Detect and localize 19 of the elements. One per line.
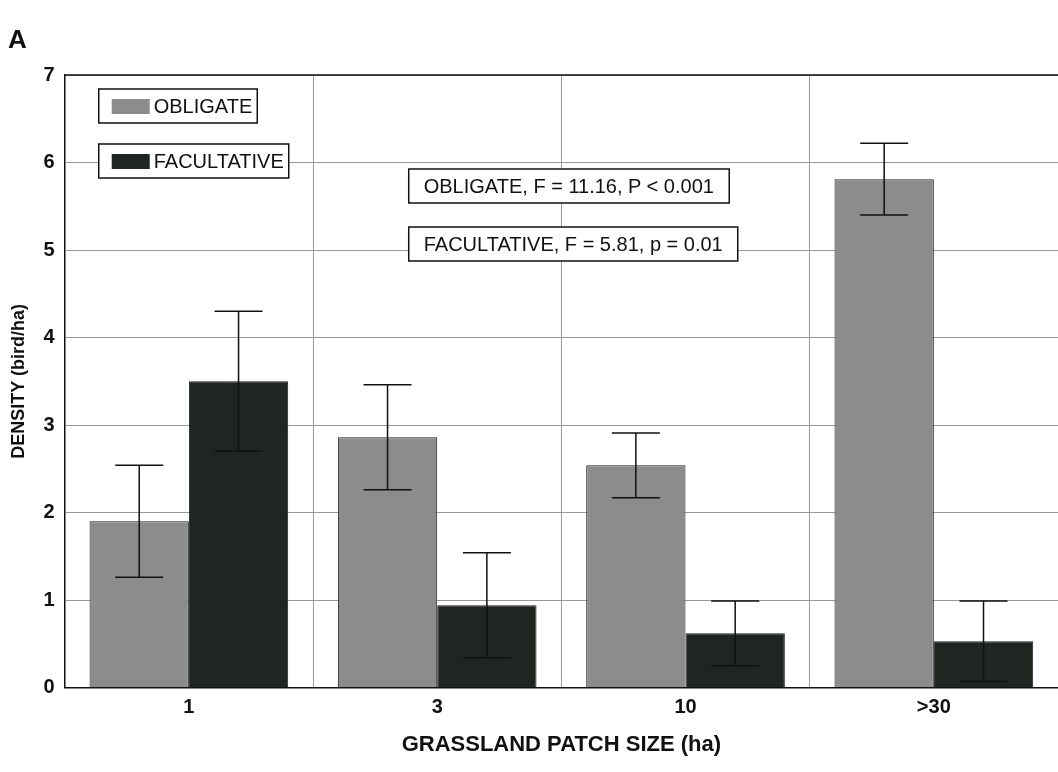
y-tick-label: 2	[43, 500, 55, 523]
x-tick-label: 3	[431, 695, 443, 718]
y-tick-label: 1	[43, 587, 55, 610]
legend-label: FACULTATIVE	[153, 149, 284, 172]
y-tick-label: 7	[43, 62, 55, 85]
chart-title: A	[8, 24, 27, 55]
y-tick-label: 0	[43, 675, 55, 698]
y-tick-label: 5	[43, 237, 55, 260]
x-axis-title: GRASSLAND PATCH SIZE (ha)	[401, 730, 722, 756]
x-tick-label: >30	[916, 695, 951, 718]
x-tick-label: 1	[183, 695, 195, 718]
annotation: OBLIGATE, F = 11.16, P < 0.001	[423, 174, 714, 197]
y-tick-label: 3	[43, 412, 55, 435]
legend-label: OBLIGATE	[153, 94, 253, 117]
y-axis-title: DENSITY (bird/ha)	[7, 303, 28, 459]
x-tick-label: 10	[674, 695, 697, 718]
y-tick-label: 4	[43, 325, 56, 348]
y-tick-label: 6	[43, 150, 55, 173]
annotation: FACULTATIVE, F = 5.81, p = 0.01	[423, 232, 723, 255]
